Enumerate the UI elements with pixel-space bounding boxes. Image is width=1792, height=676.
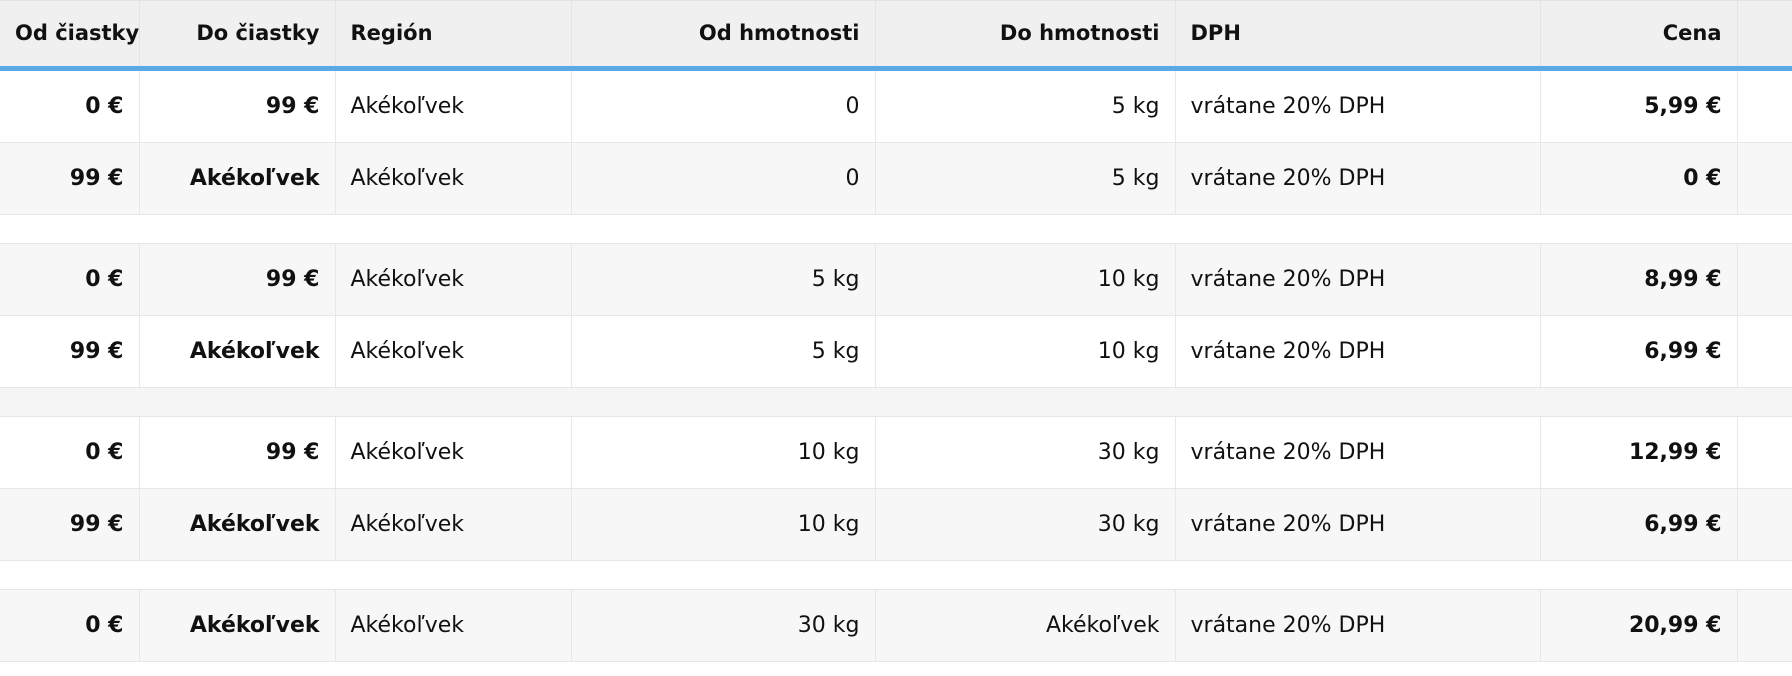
cell-od-hmotnosti: 5 kg: [571, 243, 876, 316]
cell-region: Akékoľvek: [335, 488, 572, 561]
table-row[interactable]: 0 € Akékoľvek Akékoľvek 30 kg Akékoľvek …: [0, 589, 1792, 662]
cell-od-ciastky: 99 €: [0, 142, 140, 215]
cell-do-ciastky: 99 €: [139, 416, 336, 489]
cell-dph: vrátane 20% DPH: [1175, 70, 1541, 143]
cell-dph: vrátane 20% DPH: [1175, 589, 1541, 662]
table-header-row: Od čiastky Do čiastky Región Od hmotnost…: [0, 0, 1792, 66]
table-row[interactable]: 99 € Akékoľvek Akékoľvek 0 5 kg vrátane …: [0, 142, 1792, 215]
cell-do-hmotnosti: 10 kg: [875, 243, 1176, 316]
cell-od-ciastky: 0 €: [0, 589, 140, 662]
cell-do-ciastky: Akékoľvek: [139, 315, 336, 388]
cell-do-ciastky: Akékoľvek: [139, 589, 336, 662]
cell-actions: [1737, 142, 1792, 215]
cell-region: Akékoľvek: [335, 315, 572, 388]
cell-actions: [1737, 416, 1792, 489]
cell-region: Akékoľvek: [335, 243, 572, 316]
cell-do-hmotnosti: 30 kg: [875, 416, 1176, 489]
cell-region: Akékoľvek: [335, 589, 572, 662]
group-separator: [0, 214, 1792, 244]
group-separator: [0, 387, 1792, 417]
cell-cena: 8,99 €: [1540, 243, 1738, 316]
cell-dph: vrátane 20% DPH: [1175, 315, 1541, 388]
shipping-rates-table-wrapper: Od čiastky Do čiastky Región Od hmotnost…: [0, 0, 1792, 662]
cell-od-hmotnosti: 10 kg: [571, 488, 876, 561]
header-accent-bar: [0, 65, 1792, 71]
cell-do-hmotnosti: 30 kg: [875, 488, 1176, 561]
cell-od-ciastky: 0 €: [0, 70, 140, 143]
table-row[interactable]: 99 € Akékoľvek Akékoľvek 10 kg 30 kg vrá…: [0, 488, 1792, 561]
cell-do-hmotnosti: Akékoľvek: [875, 589, 1176, 662]
cell-cena: 6,99 €: [1540, 315, 1738, 388]
cell-region: Akékoľvek: [335, 416, 572, 489]
cell-do-ciastky: Akékoľvek: [139, 142, 336, 215]
cell-actions: [1737, 488, 1792, 561]
header-dph[interactable]: DPH: [1175, 0, 1541, 66]
shipping-rates-table: Od čiastky Do čiastky Región Od hmotnost…: [0, 0, 1792, 662]
header-region[interactable]: Región: [335, 0, 572, 66]
cell-do-ciastky: 99 €: [139, 243, 336, 316]
cell-od-ciastky: 99 €: [0, 488, 140, 561]
group-separator-cell: [0, 387, 1792, 417]
header-do-ciastky[interactable]: Do čiastky: [139, 0, 336, 66]
cell-actions: [1737, 315, 1792, 388]
cell-cena: 5,99 €: [1540, 70, 1738, 143]
cell-do-hmotnosti: 5 kg: [875, 70, 1176, 143]
cell-do-ciastky: Akékoľvek: [139, 488, 336, 561]
cell-od-ciastky: 0 €: [0, 416, 140, 489]
cell-od-hmotnosti: 0: [571, 142, 876, 215]
header-od-ciastky[interactable]: Od čiastky: [0, 0, 140, 66]
cell-cena: 6,99 €: [1540, 488, 1738, 561]
group-separator-cell: [0, 560, 1792, 590]
header-accent-line: [0, 65, 1792, 71]
table-row[interactable]: 0 € 99 € Akékoľvek 5 kg 10 kg vrátane 20…: [0, 243, 1792, 316]
cell-do-ciastky: 99 €: [139, 70, 336, 143]
cell-dph: vrátane 20% DPH: [1175, 243, 1541, 316]
cell-actions: [1737, 70, 1792, 143]
cell-od-hmotnosti: 10 kg: [571, 416, 876, 489]
header-do-hmotnosti[interactable]: Do hmotnosti: [875, 0, 1176, 66]
group-separator: [0, 560, 1792, 590]
header-od-hmotnosti[interactable]: Od hmotnosti: [571, 0, 876, 66]
cell-cena: 12,99 €: [1540, 416, 1738, 489]
cell-actions: [1737, 243, 1792, 316]
table-row[interactable]: 99 € Akékoľvek Akékoľvek 5 kg 10 kg vrát…: [0, 315, 1792, 388]
cell-od-hmotnosti: 0: [571, 70, 876, 143]
cell-od-hmotnosti: 30 kg: [571, 589, 876, 662]
cell-od-hmotnosti: 5 kg: [571, 315, 876, 388]
cell-cena: 0 €: [1540, 142, 1738, 215]
cell-do-hmotnosti: 5 kg: [875, 142, 1176, 215]
header-actions: [1737, 0, 1792, 66]
cell-region: Akékoľvek: [335, 142, 572, 215]
table-row[interactable]: 0 € 99 € Akékoľvek 0 5 kg vrátane 20% DP…: [0, 70, 1792, 143]
cell-od-ciastky: 0 €: [0, 243, 140, 316]
header-cena[interactable]: Cena: [1540, 0, 1738, 66]
cell-dph: vrátane 20% DPH: [1175, 488, 1541, 561]
cell-dph: vrátane 20% DPH: [1175, 142, 1541, 215]
cell-cena: 20,99 €: [1540, 589, 1738, 662]
cell-od-ciastky: 99 €: [0, 315, 140, 388]
cell-actions: [1737, 589, 1792, 662]
cell-region: Akékoľvek: [335, 70, 572, 143]
cell-do-hmotnosti: 10 kg: [875, 315, 1176, 388]
group-separator-cell: [0, 214, 1792, 244]
table-row[interactable]: 0 € 99 € Akékoľvek 10 kg 30 kg vrátane 2…: [0, 416, 1792, 489]
cell-dph: vrátane 20% DPH: [1175, 416, 1541, 489]
